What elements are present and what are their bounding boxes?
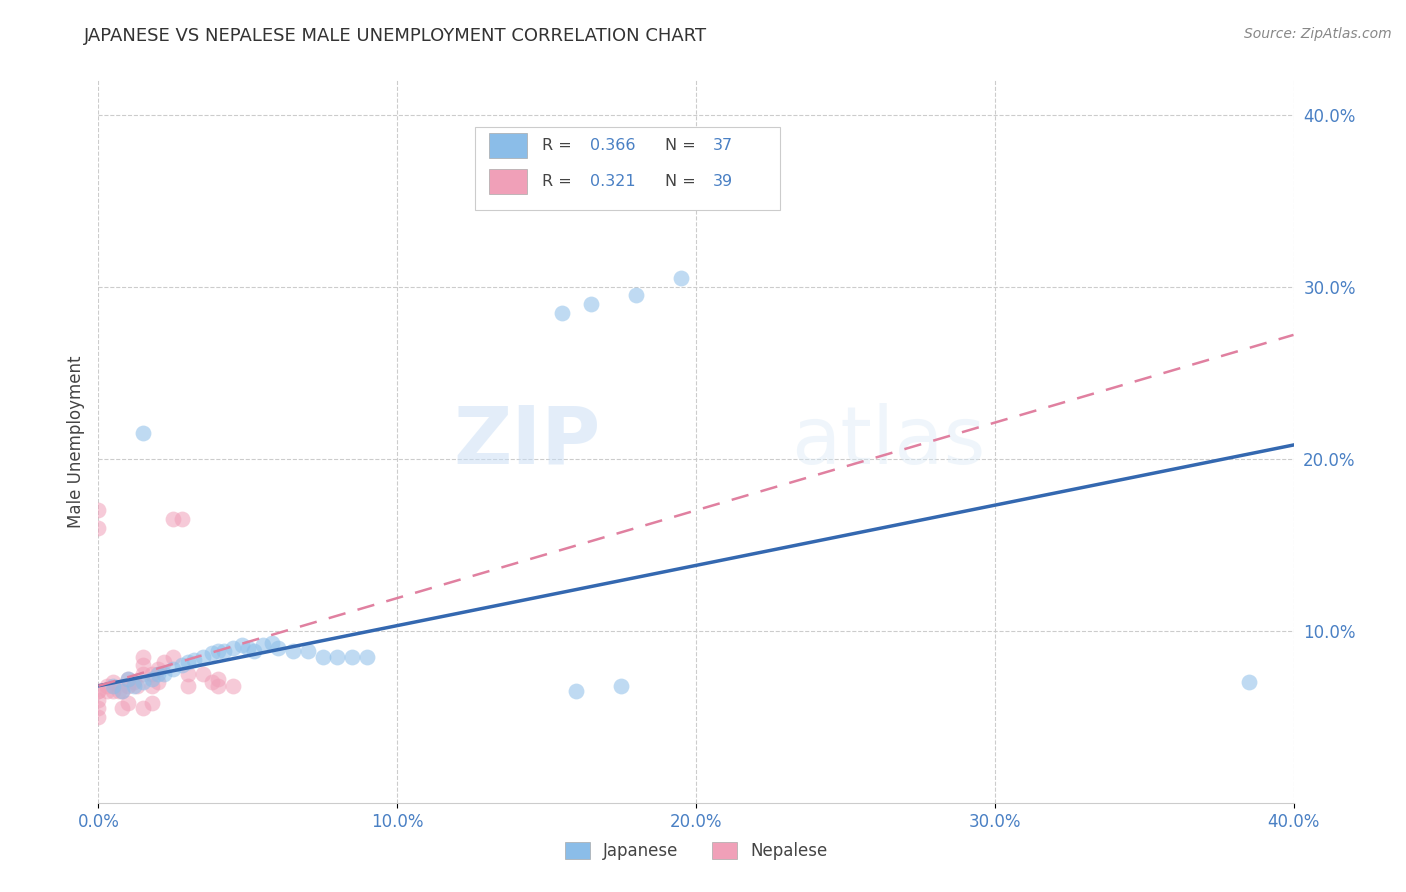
Point	[87, 503, 110, 517]
Point	[103, 684, 125, 698]
Point	[148, 675, 170, 690]
Point	[243, 644, 266, 658]
Point	[260, 636, 283, 650]
Point	[103, 675, 125, 690]
Text: ZIP: ZIP	[453, 402, 600, 481]
Text: 39: 39	[713, 174, 733, 189]
Text: JAPANESE VS NEPALESE MALE UNEMPLOYMENT CORRELATION CHART: JAPANESE VS NEPALESE MALE UNEMPLOYMENT C…	[84, 27, 707, 45]
Point	[565, 684, 588, 698]
Point	[108, 684, 131, 698]
Text: 37: 37	[713, 137, 733, 153]
Point	[281, 644, 304, 658]
Text: Source: ZipAtlas.com: Source: ZipAtlas.com	[1244, 27, 1392, 41]
Point	[610, 679, 633, 693]
Text: 0.321: 0.321	[589, 174, 636, 189]
Text: R =: R =	[541, 174, 576, 189]
Point	[132, 675, 155, 690]
Text: R =: R =	[541, 137, 576, 153]
Point	[111, 701, 134, 715]
Point	[177, 679, 200, 693]
Point	[153, 666, 176, 681]
Point	[141, 696, 163, 710]
Point	[87, 692, 110, 706]
Point	[172, 512, 194, 526]
Point	[132, 649, 155, 664]
Point	[141, 666, 163, 681]
Point	[141, 679, 163, 693]
Point	[191, 666, 214, 681]
Point	[148, 666, 170, 681]
Point	[96, 679, 118, 693]
Point	[132, 425, 155, 440]
Point	[103, 679, 125, 693]
Point	[117, 672, 139, 686]
Point	[231, 638, 253, 652]
Point	[326, 649, 349, 664]
Legend: Japanese, Nepalese: Japanese, Nepalese	[558, 835, 834, 867]
Point	[222, 640, 245, 655]
Point	[207, 644, 229, 658]
Point	[127, 679, 149, 693]
Point	[267, 640, 290, 655]
Point	[124, 675, 146, 690]
Point	[581, 297, 603, 311]
Point	[177, 666, 200, 681]
Point	[177, 655, 200, 669]
Point	[132, 701, 155, 715]
Point	[207, 679, 229, 693]
Point	[183, 653, 205, 667]
Point	[87, 701, 110, 715]
Point	[201, 675, 224, 690]
Point	[201, 646, 224, 660]
Y-axis label: Male Unemployment: Male Unemployment	[66, 355, 84, 528]
Point	[550, 305, 572, 319]
Point	[162, 662, 184, 676]
Point	[87, 684, 110, 698]
Point	[96, 684, 118, 698]
Text: N =: N =	[665, 174, 700, 189]
Point	[117, 679, 139, 693]
Point	[132, 658, 155, 673]
Text: N =: N =	[665, 137, 700, 153]
Point	[1237, 675, 1260, 690]
Text: 0.366: 0.366	[589, 137, 636, 153]
Point	[117, 672, 139, 686]
Point	[148, 662, 170, 676]
Point	[111, 684, 134, 698]
Point	[626, 288, 648, 302]
Point	[162, 512, 184, 526]
Point	[236, 640, 259, 655]
Bar	[489, 169, 527, 194]
Point	[342, 649, 364, 664]
Point	[111, 684, 134, 698]
Point	[191, 649, 214, 664]
Point	[117, 696, 139, 710]
Point	[207, 672, 229, 686]
Point	[141, 672, 163, 686]
Point	[153, 655, 176, 669]
Point	[222, 679, 245, 693]
Point	[87, 710, 110, 724]
Text: atlas: atlas	[792, 402, 986, 481]
Point	[132, 666, 155, 681]
Point	[124, 679, 146, 693]
Bar	[489, 133, 527, 158]
Point	[297, 644, 319, 658]
Point	[669, 271, 692, 285]
Point	[356, 649, 378, 664]
Point	[212, 644, 235, 658]
Point	[252, 638, 274, 652]
Point	[87, 684, 110, 698]
Point	[172, 658, 194, 673]
FancyBboxPatch shape	[475, 128, 780, 211]
Point	[311, 649, 333, 664]
Point	[87, 520, 110, 534]
Point	[162, 649, 184, 664]
